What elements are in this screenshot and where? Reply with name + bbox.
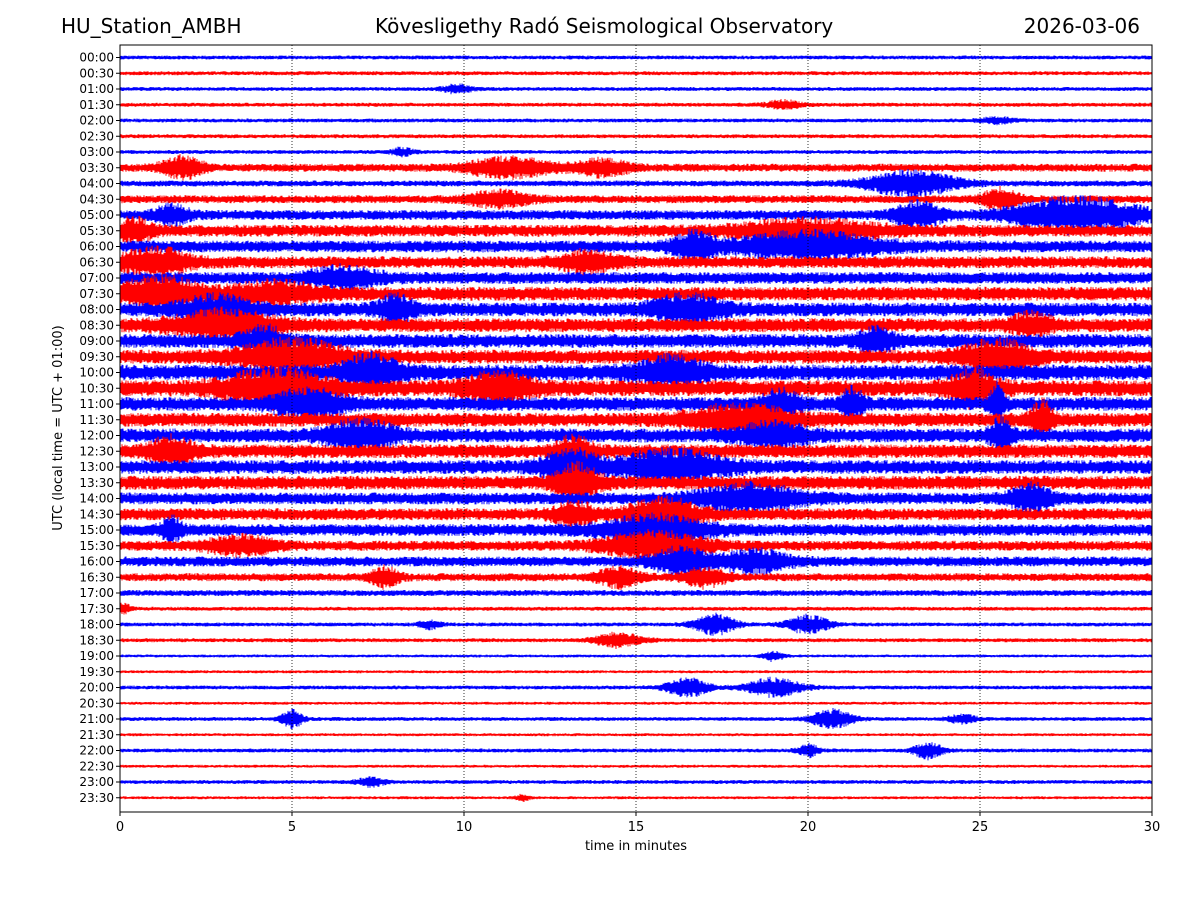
y-tick-label: 11:30 — [79, 413, 114, 427]
y-tick-label: 09:00 — [79, 334, 114, 348]
trace-1630 — [119, 564, 1153, 590]
y-tick-label: 16:30 — [79, 570, 114, 584]
y-tick-label: 13:00 — [79, 460, 114, 474]
station-title: HU_Station_AMBH — [61, 14, 242, 38]
y-tick-label: 15:00 — [79, 523, 114, 537]
y-tick-label: 03:00 — [79, 145, 114, 159]
y-tick-label: 19:30 — [79, 665, 114, 679]
x-tick-label: 15 — [628, 820, 645, 835]
y-tick-label: 09:30 — [79, 350, 114, 364]
y-tick-label: 18:30 — [79, 633, 114, 647]
y-tick-label: 00:00 — [79, 51, 114, 65]
y-tick-label: 17:00 — [79, 586, 114, 600]
trace-0230 — [119, 134, 1153, 139]
y-tick-label: 15:30 — [79, 539, 114, 553]
y-tick-label: 20:00 — [79, 681, 114, 695]
trace-1700 — [119, 590, 1153, 596]
y-tick-label: 14:00 — [79, 492, 114, 506]
y-tick-label: 12:30 — [79, 444, 114, 458]
observatory-title: Kövesligethy Radó Seismological Observat… — [375, 14, 834, 38]
y-tick-label: 10:30 — [79, 381, 114, 395]
y-tick-label: 08:30 — [79, 318, 114, 332]
y-tick-label: 05:00 — [79, 208, 114, 222]
y-tick-label: 16:00 — [79, 555, 114, 569]
x-tick-label: 10 — [456, 820, 473, 835]
trace-0100 — [119, 83, 1153, 95]
date-title: 2026-03-06 — [1023, 14, 1140, 38]
y-tick-label: 14:30 — [79, 507, 114, 521]
y-tick-label: 21:00 — [79, 712, 114, 726]
y-tick-label: 17:30 — [79, 602, 114, 616]
trace-1830 — [119, 631, 1153, 649]
y-tick-label: 23:00 — [79, 775, 114, 789]
y-tick-label: 03:30 — [79, 161, 114, 175]
y-tick-label: 00:30 — [79, 66, 114, 80]
trace-0030 — [119, 71, 1153, 76]
y-tick-label: 07:00 — [79, 271, 114, 285]
y-tick-label: 06:30 — [79, 255, 114, 269]
y-tick-label: 04:30 — [79, 192, 114, 206]
y-tick-label: 13:30 — [79, 476, 114, 490]
y-tick-label: 06:00 — [79, 240, 114, 254]
x-axis-label: time in minutes — [585, 839, 687, 854]
y-tick-label: 01:30 — [79, 98, 114, 112]
y-tick-label: 22:30 — [79, 759, 114, 773]
x-tick-label: 30 — [1144, 820, 1161, 835]
y-tick-label: 02:00 — [79, 114, 114, 128]
y-tick-label: 21:30 — [79, 728, 114, 742]
y-tick-label: 05:30 — [79, 224, 114, 238]
x-tick-label: 20 — [800, 820, 817, 835]
y-tick-label: 18:00 — [79, 618, 114, 632]
trace-0300 — [119, 146, 1153, 158]
y-tick-label: 19:00 — [79, 649, 114, 663]
y-tick-label: 22:00 — [79, 744, 114, 758]
y-tick-label: 12:00 — [79, 429, 114, 443]
y-tick-label: 20:30 — [79, 696, 114, 710]
y-tick-label: 07:30 — [79, 287, 114, 301]
y-tick-label: 02:30 — [79, 129, 114, 143]
y-axis-label: UTC (local time = UTC + 01:00) — [51, 325, 66, 530]
y-tick-label: 10:00 — [79, 366, 114, 380]
trace-0330 — [119, 154, 1153, 181]
x-tick-label: 0 — [116, 820, 124, 835]
x-tick-label: 5 — [288, 820, 296, 835]
y-tick-label: 01:00 — [79, 82, 114, 96]
x-tick-label: 25 — [972, 820, 989, 835]
y-tick-label: 08:00 — [79, 303, 114, 317]
y-tick-label: 23:30 — [79, 791, 114, 805]
y-tick-label: 04:00 — [79, 177, 114, 191]
y-tick-label: 11:00 — [79, 397, 114, 411]
